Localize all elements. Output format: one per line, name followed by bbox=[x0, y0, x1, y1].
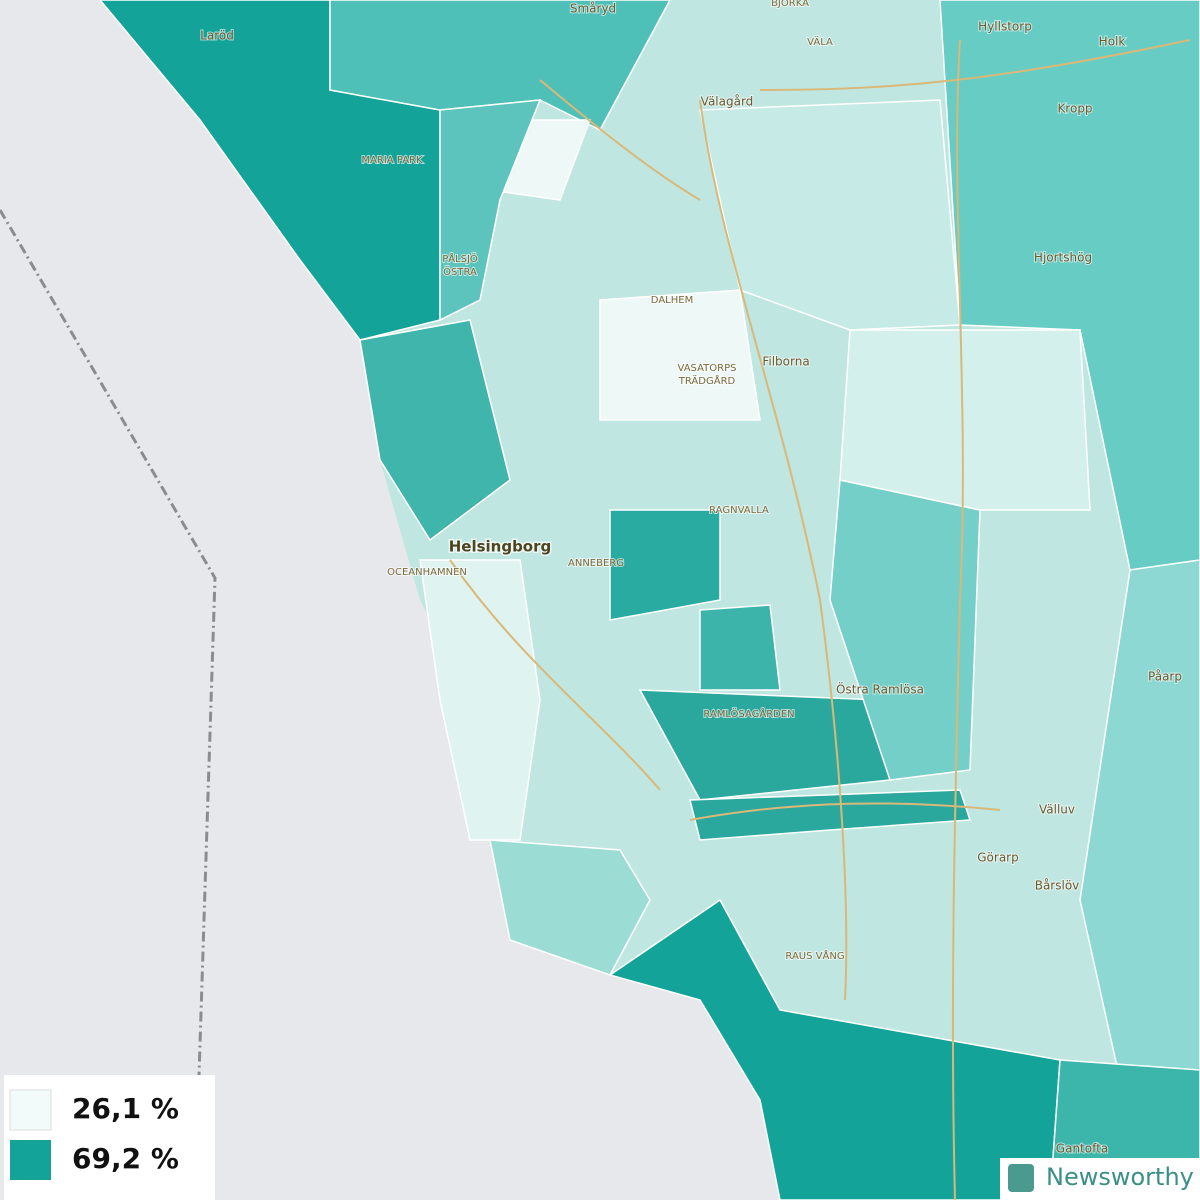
region bbox=[489, 839, 651, 976]
legend-swatch bbox=[9, 1089, 52, 1131]
regions bbox=[99, 0, 1200, 1201]
road bbox=[539, 79, 701, 201]
border-line bbox=[0, 209, 217, 1201]
brand-name: Newsworthy bbox=[1046, 1163, 1194, 1191]
road bbox=[689, 802, 1001, 821]
place-label: VASATORPS bbox=[678, 363, 737, 374]
region bbox=[689, 789, 972, 841]
place-label: RAGNVALLA bbox=[709, 505, 769, 516]
place-label: Östra Ramlösa bbox=[836, 681, 924, 697]
brand-icon bbox=[1008, 1164, 1034, 1192]
region bbox=[609, 509, 721, 621]
place-labels: Laröd Småryd BJÖRKA VÄLA Hyllstorp Holk … bbox=[199, 0, 1183, 1157]
place-label: PÅLSJÖ bbox=[442, 252, 478, 265]
place-label: Påarp bbox=[1148, 670, 1182, 684]
place-label: Gantofta bbox=[1056, 1142, 1108, 1156]
region bbox=[359, 319, 511, 542]
region bbox=[599, 289, 761, 421]
place-label: OCEANHAMNEN bbox=[387, 567, 467, 578]
place-label: Hyllstorp bbox=[978, 20, 1032, 34]
region bbox=[419, 559, 541, 841]
place-label: VÄLA bbox=[807, 35, 833, 48]
place-label: Välluv bbox=[1039, 803, 1075, 817]
place-label: Hjortshög bbox=[1034, 251, 1092, 265]
place-label: Holk bbox=[1099, 35, 1126, 49]
place-label: ÖSTRA bbox=[443, 265, 477, 278]
brand: Newsworthy bbox=[1000, 1158, 1200, 1200]
place-label: Filborna bbox=[762, 355, 809, 369]
place-label: ANNEBERG bbox=[568, 558, 624, 569]
place-label: Småryd bbox=[570, 2, 616, 16]
road bbox=[699, 99, 848, 1001]
road bbox=[759, 39, 1191, 91]
place-label: Bårslöv bbox=[1035, 879, 1080, 893]
place-label: Kropp bbox=[1057, 102, 1092, 116]
legend-swatch bbox=[10, 1140, 51, 1180]
road bbox=[449, 559, 661, 791]
road bbox=[951, 39, 964, 1201]
legend-label: 26,1 % bbox=[72, 1092, 179, 1125]
legend-label: 69,2 % bbox=[72, 1142, 179, 1175]
place-label: RAMLÖSAGÅRDEN bbox=[703, 707, 794, 720]
region bbox=[839, 329, 1091, 511]
place-label: RAUS VÅNG bbox=[785, 949, 844, 962]
place-label: Laröd bbox=[200, 29, 234, 43]
place-label: Välagård bbox=[701, 95, 754, 109]
place-label: Helsingborg bbox=[449, 538, 552, 556]
place-label: DALHEM bbox=[651, 295, 693, 306]
legend: 26,1 % 69,2 % bbox=[4, 1075, 215, 1200]
roads bbox=[449, 39, 1191, 1201]
place-label: MARIA PARK bbox=[361, 155, 423, 166]
place-label: Görarp bbox=[977, 851, 1018, 865]
region bbox=[699, 604, 781, 691]
region bbox=[439, 99, 542, 322]
place-label: BJÖRKA bbox=[771, 0, 809, 9]
place-label: TRÄDGÅRD bbox=[678, 374, 736, 387]
